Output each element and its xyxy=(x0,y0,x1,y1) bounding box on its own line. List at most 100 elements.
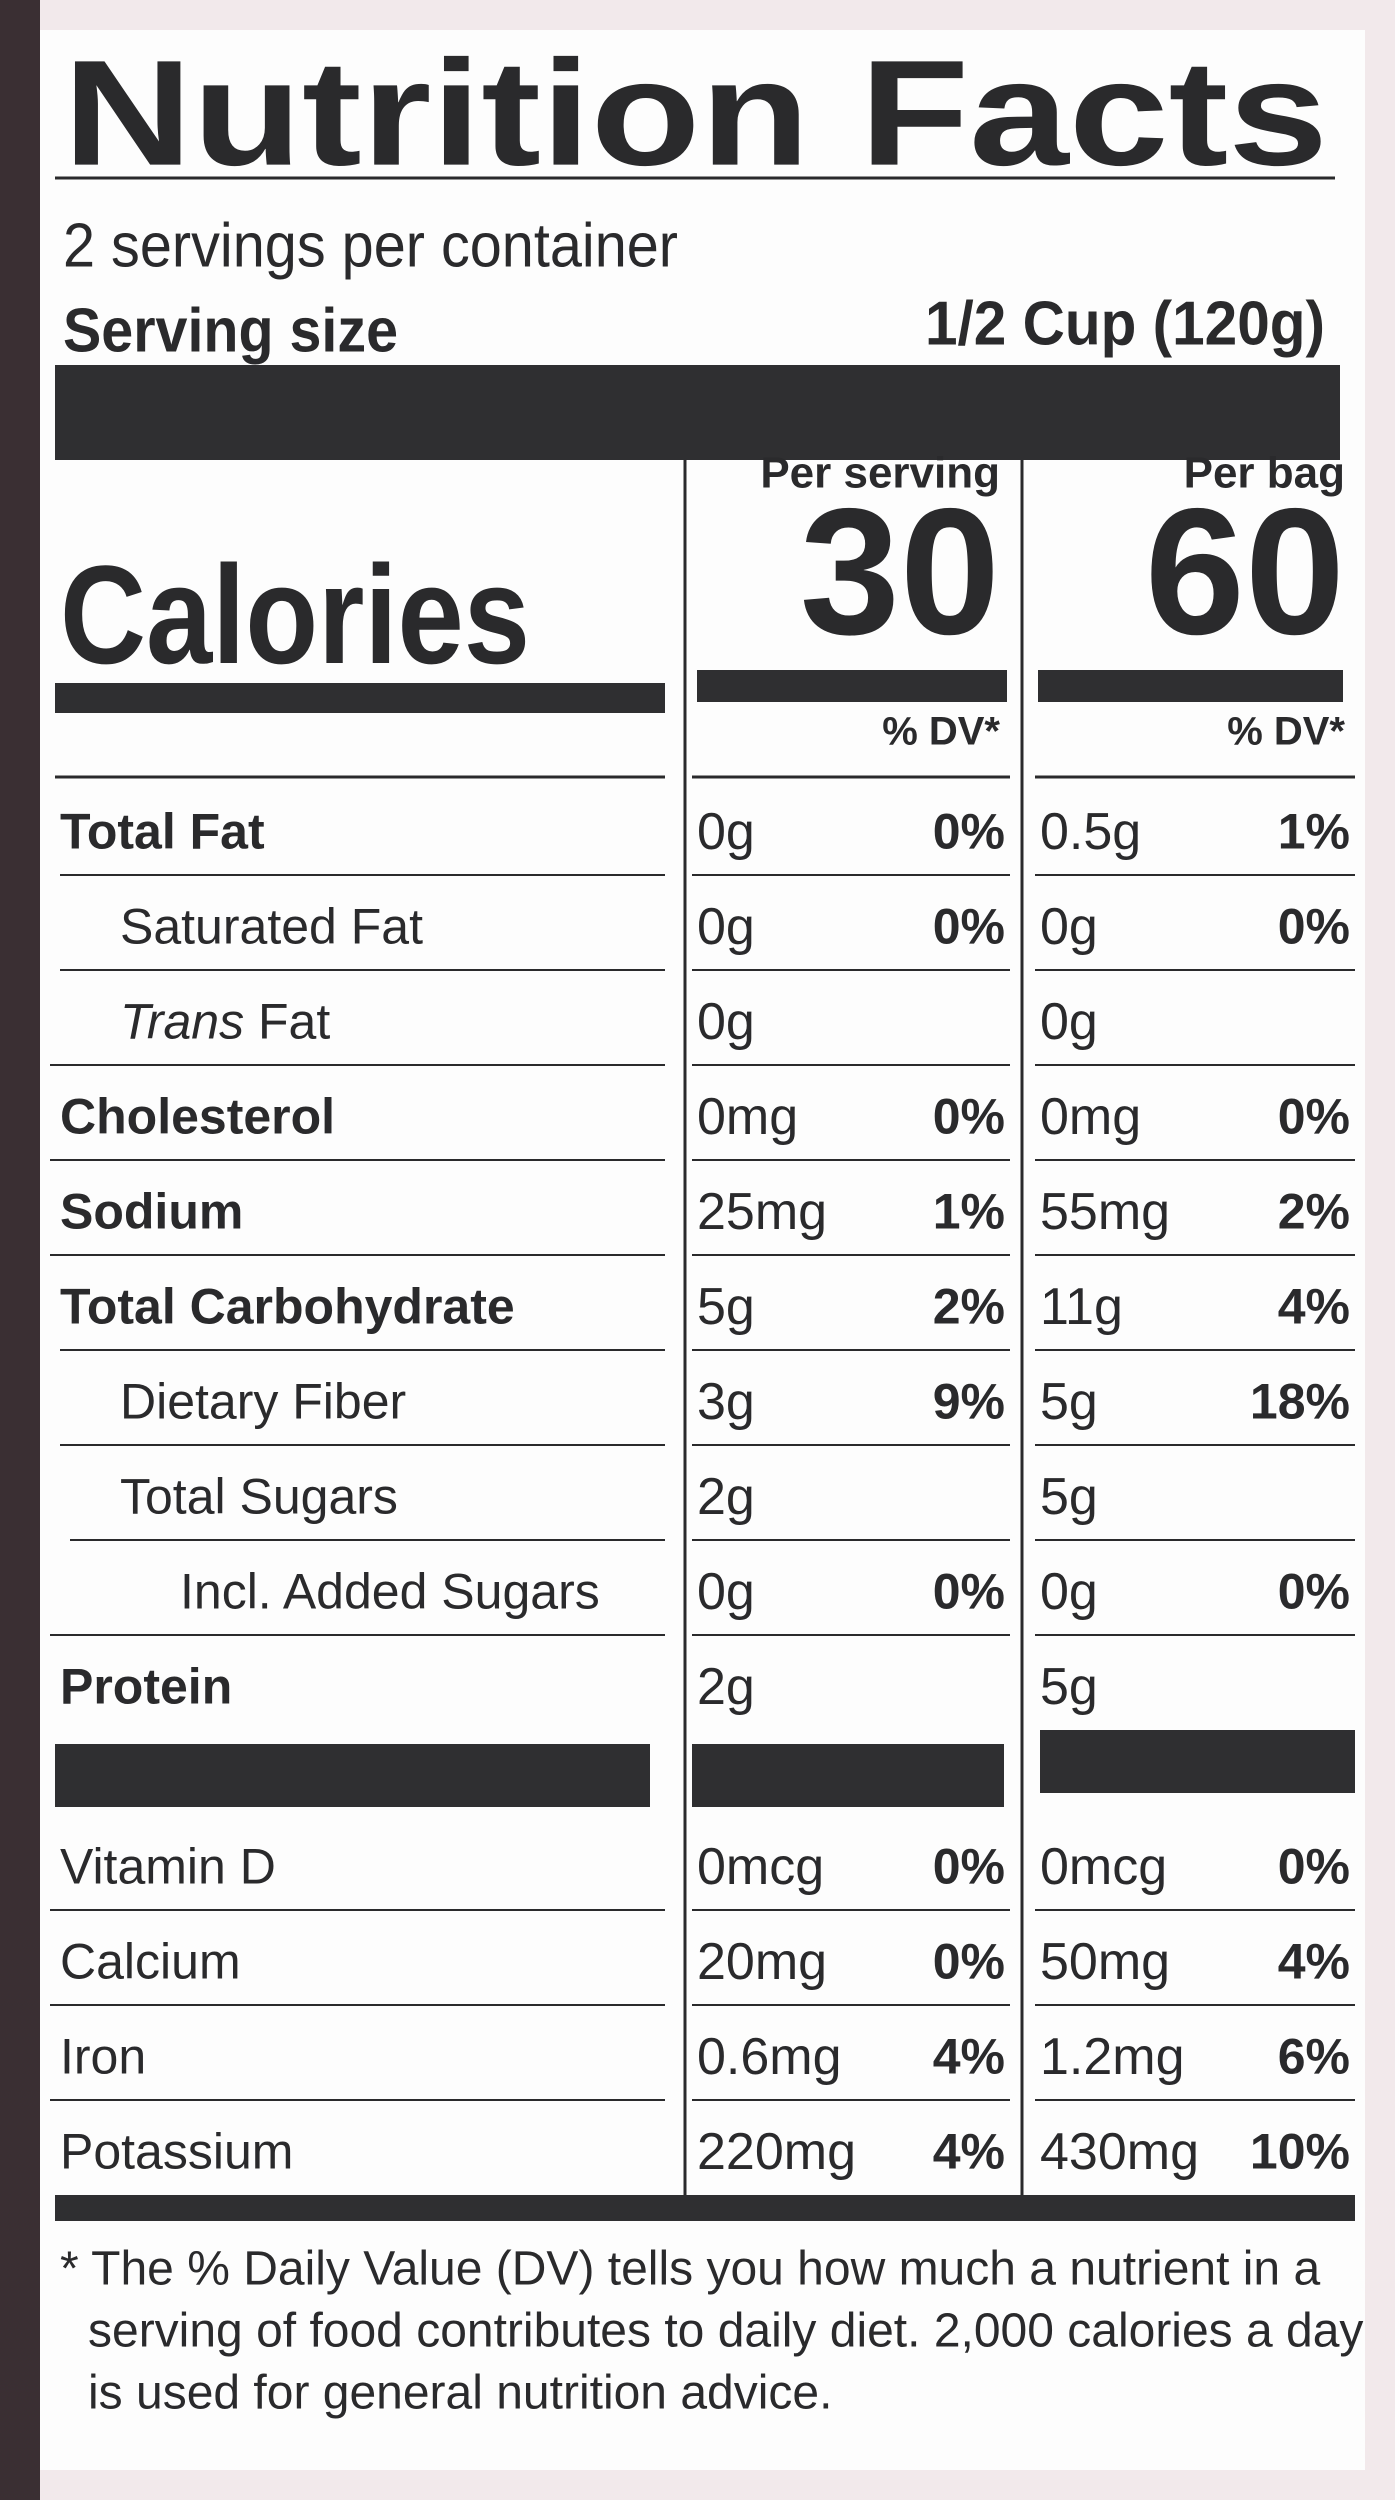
footnote: is used for general nutrition advice. xyxy=(88,2367,832,2420)
title: Nutrition Facts xyxy=(63,29,1328,197)
nutrient-label: Cholesterol xyxy=(60,1089,335,1145)
nutrient-label-text: Fat xyxy=(258,994,330,1050)
serving-size-value: 1/2 Cup (120g) xyxy=(925,289,1325,358)
daily-value: 0% xyxy=(1278,1839,1350,1895)
thick-bar xyxy=(1040,1730,1355,1793)
daily-value: 0% xyxy=(933,1564,1005,1620)
amount: 20mg xyxy=(697,1933,827,1991)
nutrient-label-text: Potassium xyxy=(60,2124,293,2180)
nutrient-label-text: Calcium xyxy=(60,1934,241,1990)
daily-value: 0% xyxy=(1278,899,1350,955)
daily-value: 0% xyxy=(933,804,1005,860)
nutrient-label-text: Dietary Fiber xyxy=(120,1374,406,1430)
thick-bar xyxy=(692,1744,1004,1807)
thick-bar xyxy=(55,2195,1355,2221)
nutrient-label-text: Iron xyxy=(60,2029,146,2085)
amount: 5g xyxy=(1040,1658,1098,1716)
daily-value: 18% xyxy=(1250,1374,1350,1430)
daily-value: 10% xyxy=(1250,2124,1350,2180)
amount: 0.6mg xyxy=(697,2028,842,2086)
daily-value: 4% xyxy=(933,2124,1005,2180)
nutrient-label-text: Incl. Added Sugars xyxy=(180,1564,600,1620)
amount: 25mg xyxy=(697,1183,827,1241)
nutrient-label: Total Carbohydrate xyxy=(60,1279,515,1335)
daily-value: 0% xyxy=(1278,1564,1350,1620)
nutrient-label: Protein xyxy=(60,1659,232,1715)
nutrient-label: Potassium xyxy=(60,2124,293,2180)
calories-value: 60 xyxy=(1145,472,1345,673)
amount: 3g xyxy=(697,1373,755,1431)
nutrient-label: Calcium xyxy=(60,1934,241,1990)
daily-value: 4% xyxy=(1278,1934,1350,1990)
daily-value: 0% xyxy=(933,1934,1005,1990)
nutrient-label: Trans Fat xyxy=(120,994,330,1050)
daily-value: 0% xyxy=(933,899,1005,955)
amount: 0g xyxy=(697,993,755,1051)
nutrient-label-italic: Trans xyxy=(120,994,244,1050)
dv-header: % DV* xyxy=(1227,710,1345,754)
amount: 220mg xyxy=(697,2123,856,2181)
nutrient-label: Total Sugars xyxy=(120,1469,398,1525)
amount: 5g xyxy=(1040,1373,1098,1431)
nutrient-label: Saturated Fat xyxy=(120,899,423,955)
amount: 0g xyxy=(1040,993,1098,1051)
nutrient-label-text: Vitamin D xyxy=(60,1839,276,1895)
nutrient-label: Vitamin D xyxy=(60,1839,276,1895)
amount: 0g xyxy=(697,803,755,861)
column-header: Per serving xyxy=(760,449,1000,498)
daily-value: 0% xyxy=(1278,1089,1350,1145)
daily-value: 1% xyxy=(933,1184,1005,1240)
footnote: serving of food contributes to daily die… xyxy=(88,2305,1363,2358)
nutrient-label-text: Sodium xyxy=(60,1184,243,1240)
serving-size-label: Serving size xyxy=(63,296,398,365)
daily-value: 2% xyxy=(1278,1184,1350,1240)
amount: 0g xyxy=(697,898,755,956)
thick-bar xyxy=(55,683,665,713)
nutrient-label-text: Cholesterol xyxy=(60,1089,335,1145)
amount: 11g xyxy=(1040,1278,1123,1336)
amount: 2g xyxy=(697,1658,755,1716)
daily-value: 2% xyxy=(933,1279,1005,1335)
thick-bar xyxy=(55,1744,650,1807)
calories-value: 30 xyxy=(800,472,1000,673)
servings: 2 servings per container xyxy=(63,211,678,280)
nutrient-label-text: Total Carbohydrate xyxy=(60,1279,515,1335)
amount: 5g xyxy=(1040,1468,1098,1526)
amount: 0mcg xyxy=(1040,1838,1167,1896)
column-header: Per bag xyxy=(1184,449,1345,498)
daily-value: 4% xyxy=(933,2029,1005,2085)
daily-value: 0% xyxy=(933,1089,1005,1145)
edge-strip xyxy=(0,0,40,2500)
amount: 0mcg xyxy=(697,1838,824,1896)
amount: 0.5g xyxy=(1040,803,1141,861)
nutrient-label-text: Total Fat xyxy=(60,804,265,860)
footnote: * The % Daily Value (DV) tells you how m… xyxy=(60,2243,1320,2296)
calories-label: Calories xyxy=(60,536,530,693)
amount: 5g xyxy=(697,1278,755,1336)
daily-value: 6% xyxy=(1278,2029,1350,2085)
thick-bar xyxy=(55,365,1340,460)
nutrient-label: Total Fat xyxy=(60,804,265,860)
amount: 0mg xyxy=(1040,1088,1141,1146)
amount: 0g xyxy=(1040,1563,1098,1621)
amount: 430mg xyxy=(1040,2123,1199,2181)
nutrient-label: Iron xyxy=(60,2029,146,2085)
amount: 2g xyxy=(697,1468,755,1526)
dv-header: % DV* xyxy=(882,710,1000,754)
daily-value: 9% xyxy=(933,1374,1005,1430)
nutrient-label-text: Saturated Fat xyxy=(120,899,423,955)
daily-value: 1% xyxy=(1278,804,1350,860)
nutrient-label: Dietary Fiber xyxy=(120,1374,406,1430)
amount: 55mg xyxy=(1040,1183,1170,1241)
thick-bar xyxy=(1038,670,1343,702)
nutrient-label-text: Protein xyxy=(60,1659,232,1715)
nutrient-label: Sodium xyxy=(60,1184,243,1240)
amount: 0g xyxy=(697,1563,755,1621)
thick-bar xyxy=(697,670,1007,702)
daily-value: 0% xyxy=(933,1839,1005,1895)
daily-value: 4% xyxy=(1278,1279,1350,1335)
nutrient-label: Incl. Added Sugars xyxy=(180,1564,600,1620)
amount: 50mg xyxy=(1040,1933,1170,1991)
